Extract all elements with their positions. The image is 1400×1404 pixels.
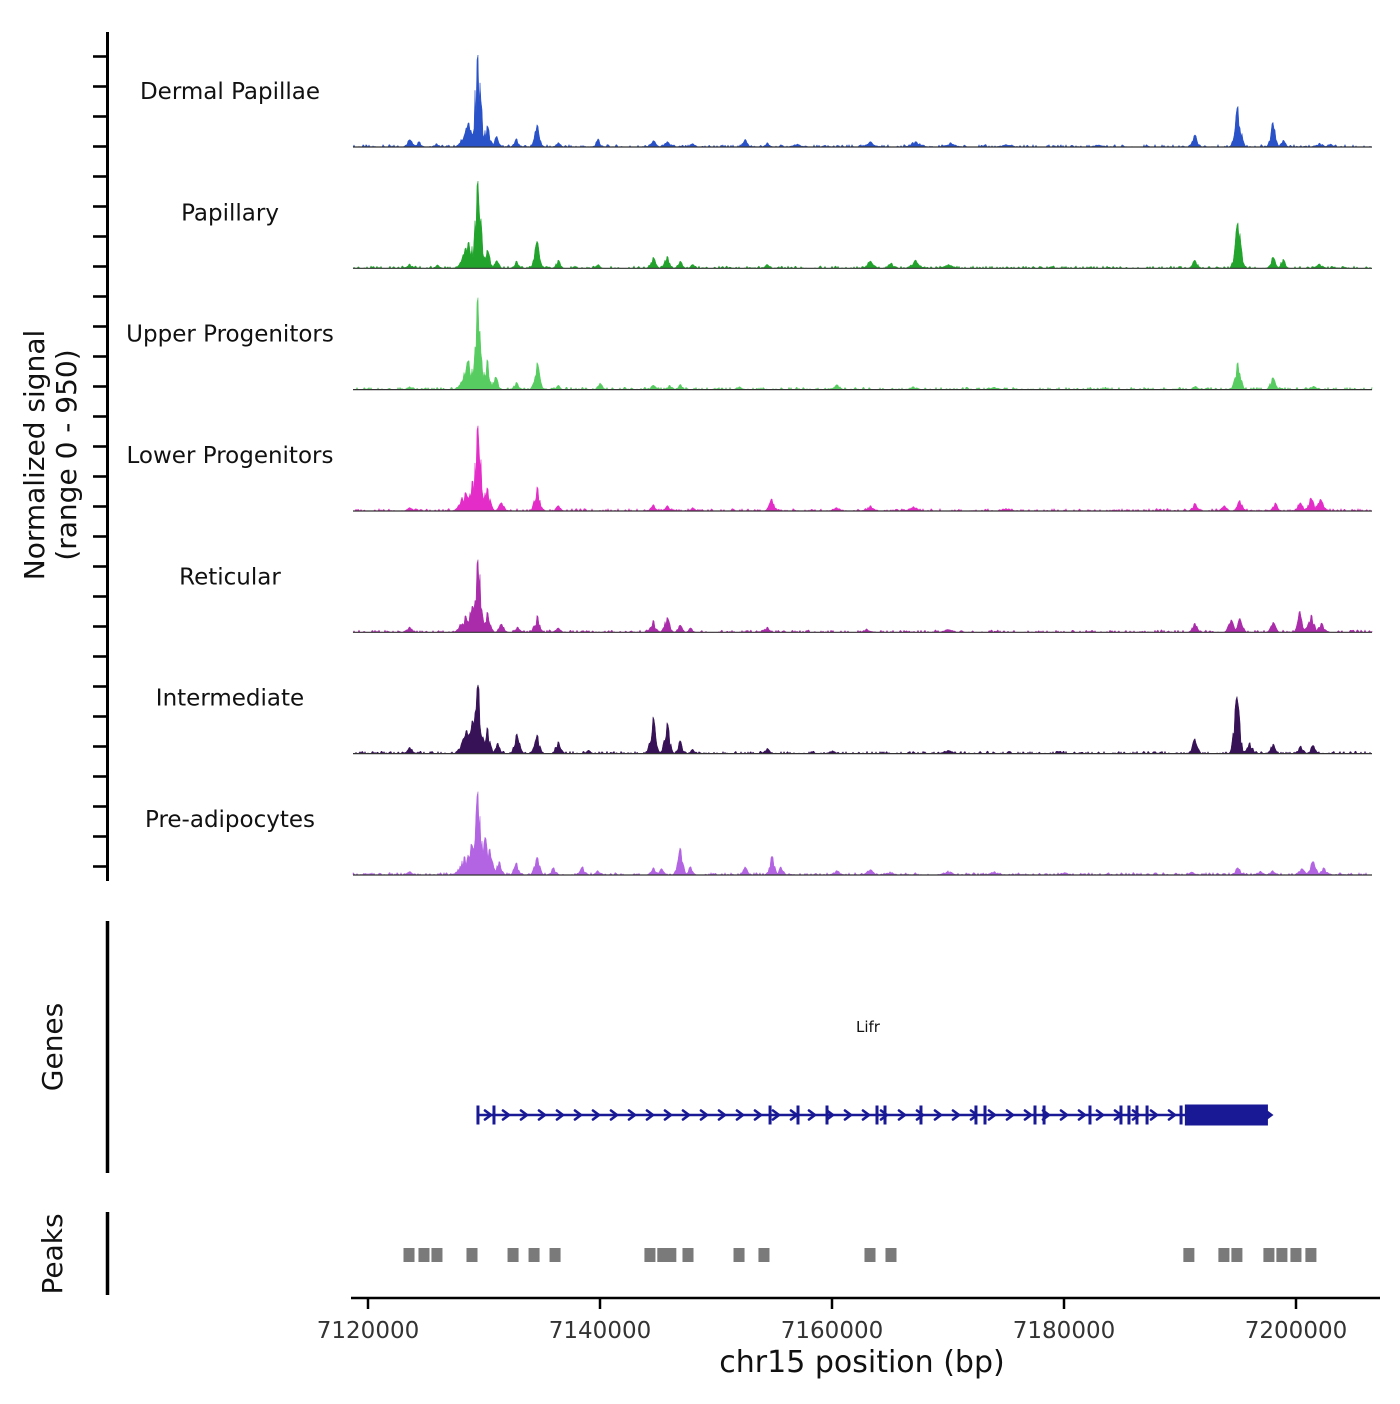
coverage-track-area [353, 297, 1373, 391]
peak-interval-box [1276, 1248, 1288, 1262]
y-axis-label-line2: (range 0 - 950) [50, 349, 83, 560]
peak-interval-box [733, 1248, 745, 1262]
x-axis-tick-label: 7200000 [1245, 1318, 1347, 1344]
x-axis-tick-label: 7140000 [549, 1318, 651, 1344]
peak-interval-box [644, 1248, 656, 1262]
strand-arrow-icon [609, 1109, 620, 1121]
peak-intervals-group [403, 1248, 1317, 1262]
track-label: Reticular [179, 564, 281, 590]
strand-arrow-icon [519, 1109, 530, 1121]
strand-arrow-icon [753, 1109, 764, 1121]
strand-arrow-icon [951, 1109, 962, 1121]
x-axis-ticks: 7120000 7140000 7160000 7180000 7200000 [317, 1298, 1347, 1344]
strand-arrow-icon [699, 1109, 710, 1121]
track-label: Intermediate [156, 686, 304, 712]
strand-arrow-icon [987, 1109, 998, 1121]
strand-arrow-icon [1167, 1109, 1178, 1121]
coverage-track-area [353, 425, 1372, 512]
strand-arrow-icon [807, 1109, 818, 1121]
peak-interval-box [431, 1248, 443, 1262]
peak-interval-box [466, 1248, 478, 1262]
coverage-track: Papillary [181, 181, 1372, 269]
peak-interval-box [1290, 1248, 1302, 1262]
track-label: Pre-adipocytes [145, 807, 315, 833]
peak-interval-box [682, 1248, 694, 1262]
coverage-track-area [352, 791, 1372, 876]
strand-arrow-icon [843, 1109, 854, 1121]
strand-arrow-icon [1059, 1109, 1070, 1121]
track-label: Lower Progenitors [127, 443, 334, 469]
x-axis-tick-label: 7160000 [781, 1318, 883, 1344]
final-exon-box [1184, 1104, 1268, 1126]
coverage-track: Lower Progenitors [127, 425, 1372, 512]
strand-arrow-icon [1005, 1109, 1016, 1121]
strand-arrow-icon [933, 1109, 944, 1121]
x-axis-tick-label: 7180000 [1013, 1318, 1115, 1344]
coverage-track-area [352, 181, 1372, 269]
gene-name-label: Lifr [856, 1018, 881, 1036]
strand-arrow-icon [483, 1109, 494, 1121]
strand-arrow-icon [645, 1109, 656, 1121]
strand-arrow-icon [1149, 1109, 1160, 1121]
peak-interval-box [1305, 1248, 1317, 1262]
gene-end-arrow-icon [1264, 1109, 1274, 1121]
strand-arrow-icon [879, 1109, 890, 1121]
strand-arrow-icon [1131, 1109, 1142, 1121]
strand-arrow-icon [1095, 1109, 1106, 1121]
strand-arrow-icon [717, 1109, 728, 1121]
track-label: Papillary [181, 200, 279, 226]
signal-tracks-group: Dermal Papillae Papillary Upper Progenitor… [126, 54, 1373, 876]
strand-arrow-icon [573, 1109, 584, 1121]
strand-arrow-icon [915, 1109, 926, 1121]
coverage-track: Pre-adipocytes [145, 791, 1372, 876]
peak-interval-box [1263, 1248, 1275, 1262]
peak-interval-box [549, 1248, 561, 1262]
track-label: Dermal Papillae [140, 79, 320, 105]
track-label: Upper Progenitors [126, 322, 334, 348]
strand-arrow-icon [591, 1109, 602, 1121]
peak-interval-box [528, 1248, 540, 1262]
strand-arrow-icon [627, 1109, 638, 1121]
x-axis-label: chr15 position (bp) [719, 1345, 1004, 1380]
x-axis-tick-label: 7120000 [317, 1318, 419, 1344]
coverage-track-area [352, 559, 1373, 633]
coverage-track-area [352, 54, 1372, 148]
peak-interval-box [1183, 1248, 1195, 1262]
peak-interval-box [418, 1248, 430, 1262]
strand-arrow-icon [735, 1109, 746, 1121]
coverage-track-area [353, 683, 1372, 755]
strand-arrow-icon [825, 1109, 836, 1121]
peak-interval-box [864, 1248, 876, 1262]
peaks-row-label: Peaks [36, 1213, 69, 1294]
strand-arrow-icon [681, 1109, 692, 1121]
peak-interval-box [758, 1248, 770, 1262]
peak-interval-box [1218, 1248, 1230, 1262]
coverage-track: Upper Progenitors [126, 297, 1373, 391]
peak-interval-box [1231, 1248, 1243, 1262]
y-axis-label-line1: Normalized signal [18, 330, 51, 581]
strand-arrow-icon [771, 1109, 782, 1121]
coverage-track: Dermal Papillae [140, 54, 1372, 148]
strand-arrow-icon [537, 1109, 548, 1121]
strand-arrow-icon [1023, 1109, 1034, 1121]
coverage-track: Intermediate [156, 683, 1372, 755]
peak-interval-box [657, 1248, 677, 1262]
strand-arrow-icon [897, 1109, 908, 1121]
strand-arrow-icon [555, 1109, 566, 1121]
strand-arrow-icon [1077, 1109, 1088, 1121]
strand-arrow-icon [861, 1109, 872, 1121]
strand-arrow-icon [501, 1109, 512, 1121]
peak-interval-box [403, 1248, 415, 1262]
strand-arrow-icon [663, 1109, 674, 1121]
peak-interval-box [885, 1248, 897, 1262]
signal-y-axis-ticks [93, 55, 106, 868]
peak-interval-box [507, 1248, 519, 1262]
genes-row-label: Genes [36, 1003, 69, 1091]
gene-model-lifr [476, 1104, 1274, 1126]
coverage-track: Reticular [179, 559, 1373, 633]
